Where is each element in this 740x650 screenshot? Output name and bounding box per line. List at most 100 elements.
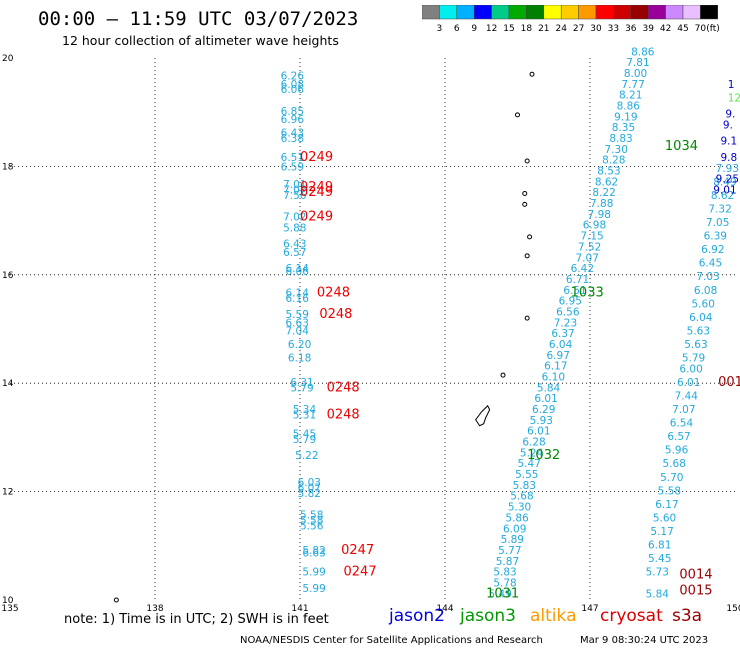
wave-height-label: 5.58 (658, 485, 681, 497)
wave-height-label: 5.68 (663, 458, 686, 470)
lon-tick-label: 135 (1, 604, 18, 614)
lat-tick-label: 20 (2, 54, 14, 64)
pass-time-label: 0249 (300, 185, 333, 200)
lat-tick-label: 10 (2, 596, 14, 606)
island-outline (500, 372, 506, 378)
island-outline (527, 234, 533, 240)
wave-height-label: 6.20 (288, 339, 311, 351)
wave-height-label: 6.71 (566, 274, 589, 286)
wave-height-label: 7.52 (578, 241, 601, 253)
wave-height-label: 8.86 (631, 46, 655, 58)
credit-line: NOAA/NESDIS Center for Satellite Applica… (240, 635, 543, 646)
map-title: 00:00 – 11:59 UTC 03/07/2023 (38, 8, 359, 30)
wave-height-label: 6.57 (667, 431, 690, 443)
wave-height-label: 6.97 (547, 350, 570, 362)
colorbar-label: 15 (503, 24, 514, 34)
lon-tick-label: 150 (726, 604, 740, 614)
lon-tick-label: 141 (291, 604, 308, 614)
wave-height-label: 6.18 (288, 353, 311, 365)
wave-height-label: 6.42 (571, 263, 594, 275)
wave-height-label: 5.79 (293, 434, 316, 446)
wave-height-label: 7.07 (283, 185, 306, 197)
wave-height-label: 5.84 (646, 588, 670, 600)
wave-height-label: 8.83 (609, 133, 632, 145)
wave-height-label: 7.81 (626, 57, 649, 69)
pass-time-label: 0248 (327, 407, 360, 422)
wave-height-label: 6.06 (286, 266, 310, 278)
wave-height-label: 5.82 (298, 488, 321, 500)
wave-height-label: 6.01 (527, 426, 550, 438)
wave-height-label: 5.78 (493, 577, 516, 589)
pass-time-label: 1031 (486, 586, 519, 601)
wave-height-label: 6.09 (503, 523, 526, 535)
wave-height-label: 5.88 (283, 222, 306, 234)
pass-time-label: 0015 (679, 584, 712, 599)
wave-height-label: 5.34 (293, 404, 317, 416)
wave-height-label: 6.08 (694, 285, 717, 297)
wave-height-label: 5.45 (648, 553, 671, 565)
colorbar-label: 3 (437, 24, 443, 34)
lat-tick-label: 12 (2, 488, 13, 498)
island-outline (522, 201, 528, 207)
wave-height-label: 7.02 (283, 212, 306, 224)
wave-height-label: 5.79 (290, 382, 313, 394)
wave-height-label: 7.03 (696, 271, 719, 283)
pass-time-label: 0249 (300, 210, 333, 225)
pass-time-label: 0013 (718, 375, 740, 390)
wave-height-label: 5.56 (300, 521, 324, 533)
wave-height-label: 6.01 (677, 377, 700, 389)
wave-height-label: 7.15 (580, 231, 603, 243)
wave-height-label: 6.95 (559, 296, 582, 308)
lat-tick-label: 14 (2, 379, 14, 389)
colorbar-swatch (700, 5, 719, 20)
colorbar-label: 70 (695, 24, 707, 34)
wave-height-label: 6.28 (522, 437, 545, 449)
lat-tick-label: 18 (2, 162, 14, 172)
wave-height-label: 6.26 (281, 71, 305, 83)
wave-height-label: 6.03 (298, 477, 321, 489)
legend-jason2: jason2 (389, 606, 445, 626)
wave-height-label: 5.58 (300, 510, 323, 522)
generation-timestamp: Mar 9 08:30:24 UTC 2023 (580, 635, 709, 646)
wave-height-label: 7.01 (283, 179, 306, 191)
lat-tick-label: 16 (2, 271, 14, 281)
wave-height-label: 8.53 (597, 166, 620, 178)
pass-time-label: 0248 (317, 285, 350, 300)
pass-time-label: 0249 (300, 150, 333, 165)
wave-height-label: 6.92 (701, 244, 724, 256)
wave-height-label: 7.77 (621, 79, 644, 91)
wave-height-label: 5.31 (293, 409, 316, 421)
wave-height-label: 8.22 (592, 187, 615, 199)
wave-height-label: 7.32 (708, 203, 731, 215)
wave-height-label: 6.59 (281, 162, 304, 174)
pass-time-label: 1032 (527, 448, 560, 463)
island-outline (524, 158, 530, 164)
wave-height-label: 6.04 (549, 339, 573, 351)
wave-height-label: 6.37 (551, 328, 574, 340)
colorbar-label: 33 (608, 24, 619, 34)
wave-height-label: 5.63 (684, 339, 707, 351)
pass-time-label: 0248 (327, 380, 360, 395)
wave-height-label: 6.31 (290, 377, 313, 389)
wave-height-label: 7.88 (590, 198, 613, 210)
colorbar-label: 27 (573, 24, 584, 34)
wave-height-label: 5.58 (300, 515, 323, 527)
wave-height-label: 9.8 (721, 152, 738, 164)
wave-height-label: 9.1 (721, 136, 738, 148)
wave-height-label: 6.17 (655, 499, 678, 511)
colorbar-unit: (ft) (706, 24, 720, 34)
wave-height-label: 5.89 (501, 534, 524, 546)
wave-height-label: 5.22 (295, 450, 318, 462)
wave-height-colorbar: 3 6 9 12 15 18 21 24 27 30 33 36 39 42 45 70 (ft) (422, 5, 720, 34)
island-outline (524, 253, 530, 259)
wave-height-label: 9.25 (716, 174, 739, 186)
lon-tick-label: 138 (146, 604, 163, 614)
wave-height-label: 5.60 (692, 298, 715, 310)
wave-height-label: 5.87 (496, 556, 519, 568)
wave-height-label: 5.77 (498, 545, 521, 557)
wave-height-label: 6.57 (283, 247, 306, 259)
colorbar-label: 9 (471, 24, 477, 34)
wave-height-label: 6.54 (670, 418, 694, 430)
island-outline (529, 71, 535, 77)
